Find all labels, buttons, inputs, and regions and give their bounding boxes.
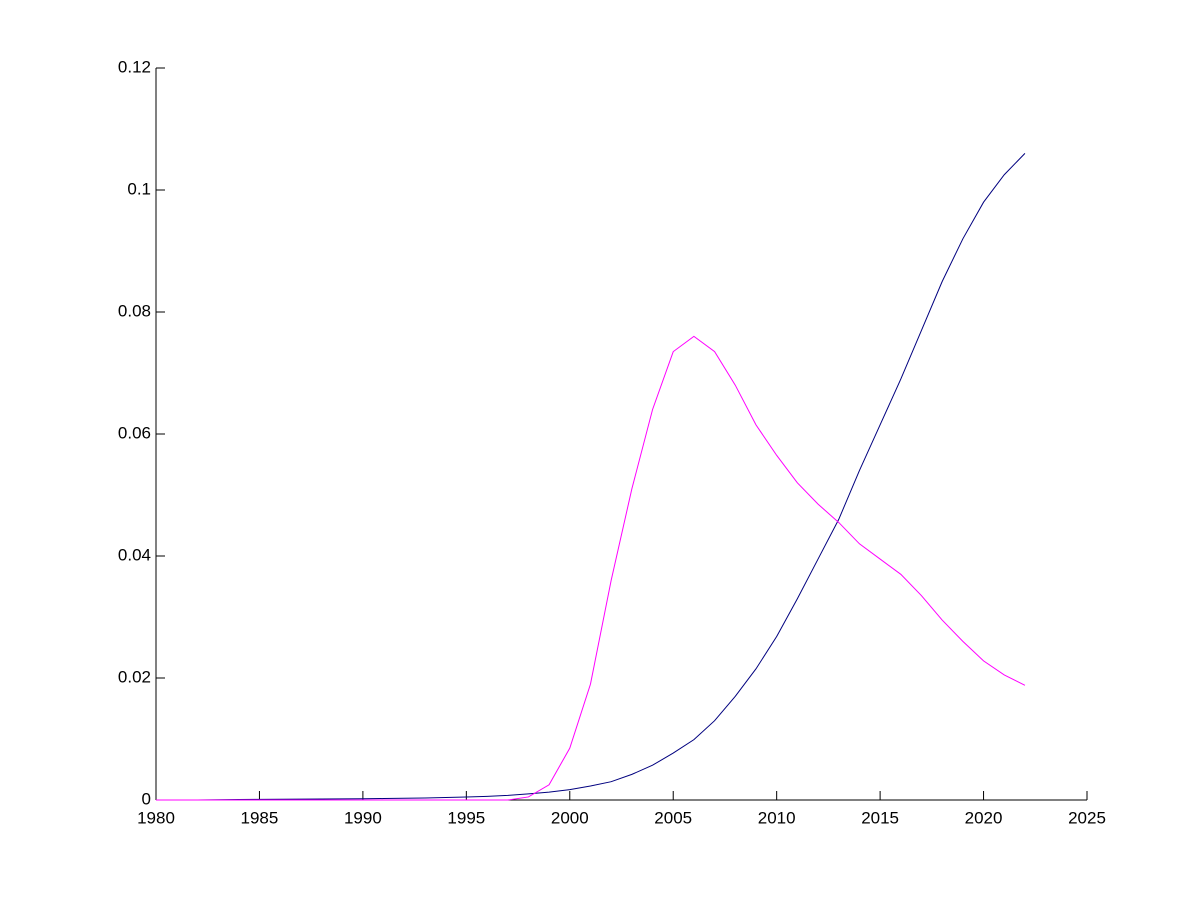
x-tick-label: 2020 [965, 808, 1003, 827]
x-tick-label: 2005 [654, 808, 692, 827]
x-tick-label: 1985 [241, 808, 279, 827]
x-tick-label: 2015 [861, 808, 899, 827]
x-tick-label: 2025 [1068, 808, 1106, 827]
series-line [156, 335, 1026, 801]
x-tick-label: 2010 [758, 808, 796, 827]
y-tick-label: 0.12 [118, 57, 151, 76]
y-tick-label: 0 [142, 789, 151, 808]
y-tick-label: 0.1 [127, 179, 151, 198]
x-tick-label: 1995 [447, 808, 485, 827]
x-tick-label: 1980 [137, 808, 175, 827]
x-tick-label: 1990 [344, 808, 382, 827]
y-tick-label: 0.06 [118, 423, 151, 442]
series-line [156, 153, 1026, 801]
y-tick-label: 0.02 [118, 667, 151, 686]
y-tick-label: 0.08 [118, 301, 151, 320]
x-tick-label: 2000 [551, 808, 589, 827]
y-tick-label: 0.04 [118, 545, 151, 564]
